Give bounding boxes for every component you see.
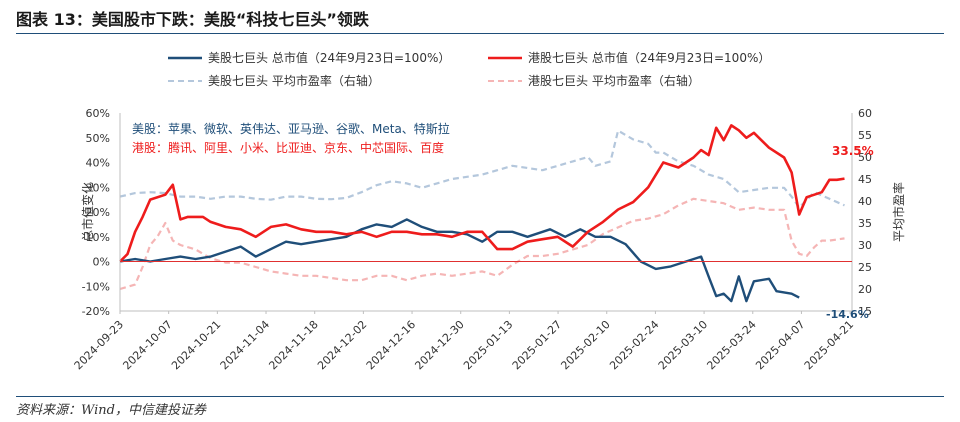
left-tick-label: -10%	[82, 280, 110, 293]
right-tick-label: 45	[858, 173, 872, 186]
right-tick-label: 55	[858, 129, 872, 142]
left-tick-label: 50%	[86, 132, 110, 145]
x-tick-label: 2024-12-16	[364, 318, 418, 372]
us-end-label: -14.6%	[826, 308, 869, 321]
left-tick-label: 30%	[86, 181, 110, 194]
legend-label: 美股七巨头 总市值（24年9月23日=100%）	[208, 50, 450, 65]
right-tick-label: 50	[858, 151, 872, 164]
line-chart: 60% 50% 40% 30% 20% 10% 0% -10% -20% 60 55 50 45 40 35…	[72, 50, 906, 372]
series-line-hk_cap	[119, 124, 845, 263]
left-tick-label: 0%	[93, 256, 110, 269]
x-tick-label: 2025-03-24	[704, 318, 758, 372]
left-tick-label: 60%	[86, 107, 110, 120]
figure-title: 图表 13：美国股市下跌：美股“科技七巨头”领跌	[16, 10, 369, 29]
x-tick-label: 2024-12-30	[412, 318, 466, 372]
right-tick-label: 25	[858, 261, 872, 274]
legend-label: 美股七巨头 平均市盈率（右轴）	[208, 73, 380, 88]
left-axis-title: 总市值变化	[80, 182, 95, 242]
left-tick-label: 10%	[86, 231, 110, 244]
series-line-us_pe	[119, 129, 845, 209]
right-tick-label: 15	[858, 305, 872, 318]
x-tick-label: 2025-03-10	[656, 318, 710, 372]
series-line-hk_pe	[119, 197, 845, 291]
x-tick-label: 2024-11-04	[218, 318, 272, 372]
x-tick-label: 2024-12-02	[315, 318, 369, 372]
title-divider	[16, 33, 944, 34]
x-tick-label: 2024-10-07	[120, 318, 174, 372]
series-line-us_cap	[119, 218, 800, 303]
x-tick-label: 2025-02-24	[607, 318, 661, 372]
x-tick-label: 2024-10-21	[169, 318, 223, 372]
x-tick-label: 2025-04-21	[802, 318, 856, 372]
x-tick-label: 2024-11-18	[266, 318, 320, 372]
x-tick-label: 2025-02-10	[558, 318, 612, 372]
left-tick-label: 20%	[86, 206, 110, 219]
right-tick-label: 60	[858, 107, 872, 120]
us-members-note: 美股：苹果、微软、英伟达、亚马逊、谷歌、Meta、特斯拉	[132, 121, 450, 136]
x-tick-label: 2025-01-13	[461, 318, 515, 372]
x-tick-label: 2024-09-23	[72, 318, 126, 372]
right-tick-label: 40	[858, 195, 872, 208]
hk-end-label: 33.5%	[832, 144, 874, 158]
x-tick-label: 2025-01-27	[510, 318, 564, 372]
source-note: 资料来源：Wind，中信建投证券	[16, 403, 206, 418]
left-tick-label: 40%	[86, 157, 110, 170]
left-tick-label: -20%	[82, 305, 110, 318]
source-divider	[16, 396, 944, 397]
hk-members-note: 港股：腾讯、阿里、小米、比亚迪、京东、中芯国际、百度	[132, 140, 444, 155]
right-tick-label: 20	[858, 283, 872, 296]
x-tick-label: 2025-04-07	[753, 318, 807, 372]
right-tick-label: 35	[858, 217, 872, 230]
right-axis-title: 平均市盈率	[891, 182, 906, 242]
right-tick-label: 30	[858, 239, 872, 252]
legend-label: 港股七巨头 总市值（24年9月23日=100%）	[528, 50, 770, 65]
legend-label: 港股七巨头 平均市盈率（右轴）	[528, 73, 700, 88]
